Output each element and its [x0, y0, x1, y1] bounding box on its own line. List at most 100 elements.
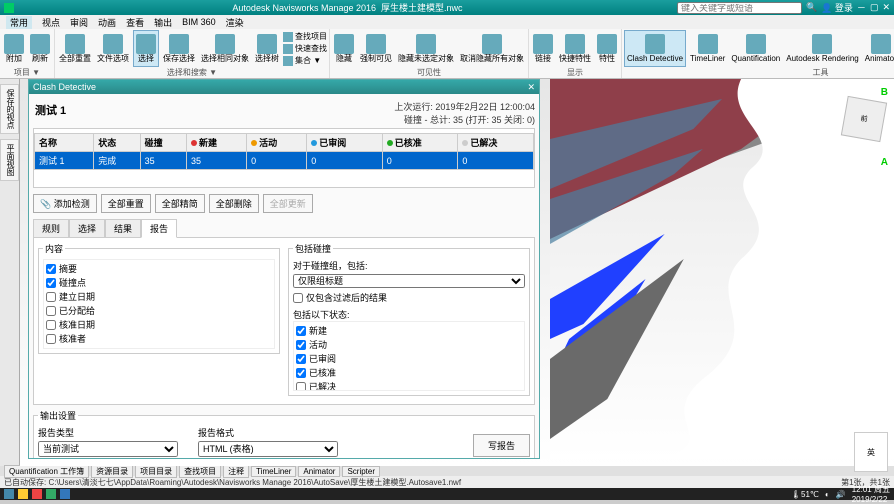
explorer-icon[interactable] [18, 489, 28, 499]
maximize-icon[interactable]: ▢ [870, 2, 879, 13]
ribbon-tool[interactable]: 集合 ▼ [283, 55, 327, 66]
menu-item[interactable]: BIM 360 [182, 17, 216, 27]
tray-icon[interactable]: ◐ [825, 490, 830, 499]
table-header[interactable]: 已核准 [382, 134, 458, 152]
search-icon[interactable]: 🔍 [806, 2, 817, 13]
state-checkbox[interactable] [296, 382, 306, 392]
table-header[interactable]: 新建 [187, 134, 247, 152]
ribbon-tool[interactable]: 隐藏未选定对象 [396, 30, 456, 67]
report-type-select[interactable]: 当前测试 [38, 441, 178, 457]
table-header[interactable]: 活动 [247, 134, 307, 152]
ribbon-tool[interactable]: Clash Detective [624, 30, 686, 67]
menu-item[interactable]: 审阅 [70, 16, 88, 29]
clash-action-button[interactable]: 全部重置 [101, 194, 151, 213]
ribbon: 附加刷新项目 ▼全部重置文件选项选择保存选择选择相同对象选择树查找项目快速查找集… [0, 29, 894, 79]
table-header[interactable]: 已审阅 [307, 134, 383, 152]
state-checkbox[interactable] [296, 354, 306, 364]
ribbon-tool[interactable]: 查找项目 [283, 31, 327, 42]
close-icon[interactable]: ✕ [882, 2, 890, 13]
clash-table[interactable]: 名称状态碰撞新建活动已审阅已核准已解决测试 1完成35350000 [34, 133, 534, 170]
app-icon[interactable] [60, 489, 70, 499]
menu-item[interactable]: 动画 [98, 16, 116, 29]
menu-item[interactable]: 输出 [154, 16, 172, 29]
viewport[interactable]: 前 A B Clash Detective ✕ 测试 1 上次运行: 2019年… [20, 79, 894, 466]
table-header[interactable]: 名称 [35, 134, 94, 152]
table-header[interactable]: 已解决 [458, 134, 534, 152]
start-icon[interactable] [4, 489, 14, 499]
ribbon-tool[interactable]: 选择 [133, 30, 159, 67]
group-dropdown[interactable]: 仅限组标题 [293, 274, 525, 288]
menu-item[interactable]: 渲染 [226, 16, 244, 29]
state-checkbox[interactable] [296, 340, 306, 350]
content-checkbox[interactable] [46, 306, 56, 316]
panel-title-bar[interactable]: Clash Detective ✕ [29, 80, 539, 94]
window-title: Autodesk Navisworks Manage 2016 厚生楼土建模型.… [18, 1, 677, 14]
ribbon-tool[interactable]: 快速查找 [283, 43, 327, 54]
bottom-tab[interactable]: TimeLiner [251, 466, 296, 477]
content-checkbox[interactable] [46, 264, 56, 274]
ribbon-tool[interactable]: 选择树 [253, 30, 281, 67]
content-checkbox[interactable] [46, 348, 56, 350]
dock-tab[interactable]: 平面视图 [0, 139, 19, 181]
menu-item[interactable]: 查看 [126, 16, 144, 29]
menu-item[interactable]: 视点 [42, 16, 60, 29]
clash-action-button[interactable]: 全部精简 [155, 194, 205, 213]
ribbon-tool[interactable]: Autodesk Rendering [784, 30, 861, 67]
bottom-tab[interactable]: Animator [298, 466, 340, 477]
app-icon[interactable] [46, 489, 56, 499]
app-icon [4, 3, 14, 13]
ribbon-tool[interactable]: 快捷特性 [557, 30, 593, 67]
title-bar: Autodesk Navisworks Manage 2016 厚生楼土建模型.… [0, 0, 894, 15]
ribbon-tool[interactable]: 保存选择 [161, 30, 197, 67]
clash-action-button[interactable]: 📎 添加检测 [33, 194, 97, 213]
ribbon-tool[interactable]: 强制可见 [358, 30, 394, 67]
taskbar[interactable]: 🌡51℃ ◐ 🔊 12:01 周五2019/2/22 [0, 488, 894, 500]
login-link[interactable]: 👤 登录 [821, 1, 853, 14]
keyword-search[interactable] [677, 2, 802, 14]
table-header[interactable]: 碰撞 [140, 134, 186, 152]
panel-close-icon[interactable]: ✕ [527, 82, 535, 93]
ime-avatar[interactable]: 英 [854, 432, 888, 472]
scene-3d[interactable]: 前 A B [550, 79, 894, 459]
ribbon-tool[interactable]: 取消隐藏所有对象 [458, 30, 526, 67]
content-checkbox[interactable] [46, 320, 56, 330]
write-report-button[interactable]: 写报告 [473, 434, 530, 457]
state-checkbox[interactable] [296, 326, 306, 336]
content-label: 建立日期 [59, 290, 95, 303]
clash-tab[interactable]: 规则 [33, 219, 69, 238]
table-row[interactable]: 测试 1完成35350000 [35, 152, 534, 170]
ribbon-tool[interactable]: 隐藏 [332, 30, 356, 67]
clash-action-button[interactable]: 全部更新 [263, 194, 313, 213]
clash-tab[interactable]: 结果 [105, 219, 141, 238]
menu-item[interactable]: 常用 [6, 16, 32, 29]
ribbon-tool[interactable]: 选择相同对象 [199, 30, 251, 67]
clash-action-button[interactable]: 全部删除 [209, 194, 259, 213]
state-label: 活动 [309, 338, 327, 351]
clash-tab[interactable]: 选择 [69, 219, 105, 238]
tray-icon[interactable]: 🔊 [836, 490, 846, 499]
state-checkbox[interactable] [296, 368, 306, 378]
state-label: 已审阅 [309, 352, 336, 365]
ribbon-tool[interactable]: Animator [863, 30, 894, 67]
ribbon-tool[interactable]: 刷新 [28, 30, 52, 67]
clash-tab[interactable]: 报告 [141, 219, 177, 238]
clock[interactable]: 12:01 周五2019/2/22 [852, 484, 890, 504]
ribbon-tool[interactable]: 链接 [531, 30, 555, 67]
content-checkbox[interactable] [46, 292, 56, 302]
dock-tab[interactable]: 保存的视点 [0, 84, 19, 134]
ribbon-tool[interactable]: 特性 [595, 30, 619, 67]
ribbon-tool[interactable]: 附加 [2, 30, 26, 67]
ribbon-tool[interactable]: 文件选项 [95, 30, 131, 67]
ribbon-tool[interactable]: TimeLiner [688, 30, 727, 67]
view-cube[interactable]: 前 [841, 96, 887, 142]
ribbon-tool[interactable]: 全部重置 [57, 30, 93, 67]
ribbon-tool[interactable]: Quantification [729, 30, 782, 67]
only-filtered-checkbox[interactable] [293, 293, 303, 303]
minimize-icon[interactable]: － [857, 1, 866, 14]
content-checkbox[interactable] [46, 278, 56, 288]
app-icon[interactable] [32, 489, 42, 499]
report-format-select[interactable]: HTML (表格) [198, 441, 338, 457]
content-checkbox[interactable] [46, 334, 56, 344]
bottom-tab[interactable]: Scripter [342, 466, 380, 477]
table-header[interactable]: 状态 [94, 134, 140, 152]
